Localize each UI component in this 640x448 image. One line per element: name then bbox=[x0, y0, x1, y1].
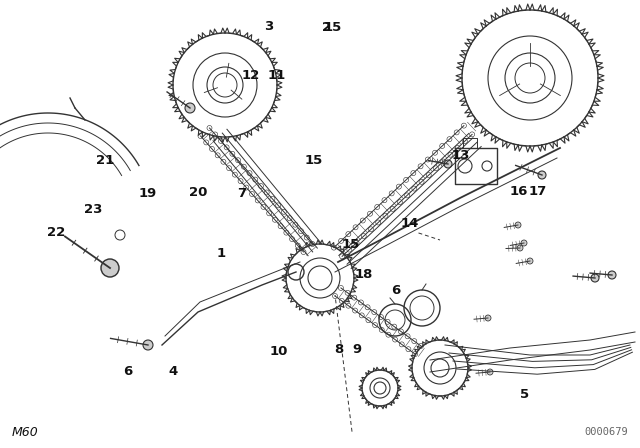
Text: 6: 6 bbox=[391, 284, 400, 297]
Circle shape bbox=[185, 103, 195, 113]
Circle shape bbox=[444, 160, 452, 168]
Text: 15: 15 bbox=[324, 21, 342, 34]
Text: 15: 15 bbox=[305, 154, 323, 167]
Text: 20: 20 bbox=[189, 186, 207, 199]
Text: 3: 3 bbox=[264, 20, 273, 34]
Text: 21: 21 bbox=[97, 154, 115, 167]
Text: 1: 1 bbox=[216, 246, 225, 260]
Text: 5: 5 bbox=[520, 388, 529, 401]
Circle shape bbox=[485, 315, 491, 321]
Text: 8: 8 bbox=[335, 343, 344, 356]
Circle shape bbox=[143, 340, 153, 350]
Circle shape bbox=[515, 222, 521, 228]
Text: 9: 9 bbox=[353, 343, 362, 356]
Text: 11: 11 bbox=[268, 69, 285, 82]
Circle shape bbox=[517, 245, 523, 251]
Circle shape bbox=[591, 274, 599, 282]
Text: 0000679: 0000679 bbox=[584, 427, 628, 437]
Text: 19: 19 bbox=[138, 187, 156, 200]
Text: 7: 7 bbox=[237, 187, 246, 200]
Text: 12: 12 bbox=[242, 69, 260, 82]
Text: 4: 4 bbox=[168, 365, 177, 379]
Text: 17: 17 bbox=[529, 185, 547, 198]
Text: 16: 16 bbox=[509, 185, 527, 198]
Circle shape bbox=[521, 240, 527, 246]
Circle shape bbox=[608, 271, 616, 279]
Text: 10: 10 bbox=[269, 345, 287, 358]
Circle shape bbox=[487, 369, 493, 375]
Circle shape bbox=[101, 259, 119, 277]
Text: 15: 15 bbox=[342, 237, 360, 251]
Text: 18: 18 bbox=[355, 267, 372, 281]
Text: M60: M60 bbox=[12, 426, 39, 439]
Text: 2: 2 bbox=[322, 21, 331, 34]
Circle shape bbox=[527, 258, 533, 264]
Text: 6: 6 bbox=[124, 365, 132, 379]
Circle shape bbox=[538, 171, 546, 179]
Text: 23: 23 bbox=[84, 203, 102, 216]
Text: 14: 14 bbox=[401, 216, 419, 230]
Text: 13: 13 bbox=[452, 149, 470, 163]
Text: 22: 22 bbox=[47, 225, 65, 239]
